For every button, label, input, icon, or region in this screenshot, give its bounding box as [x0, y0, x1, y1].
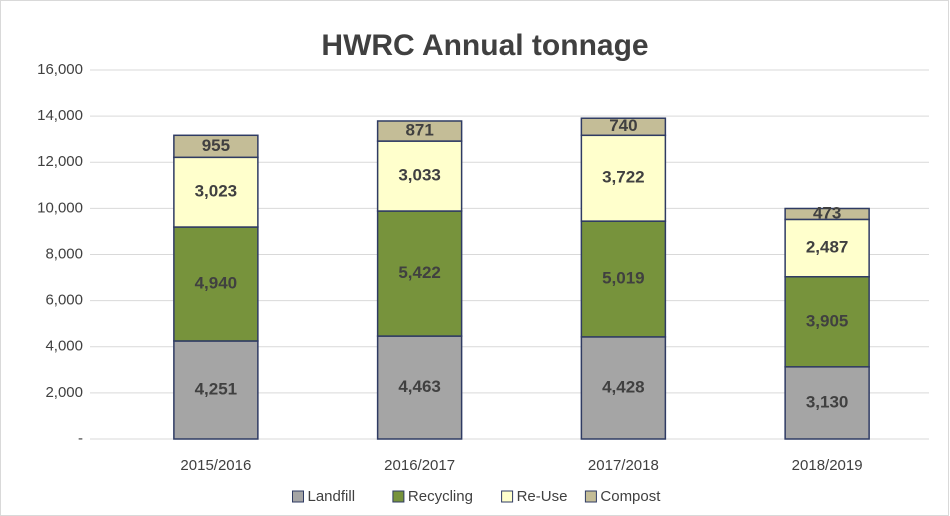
bar-segment	[784, 276, 870, 368]
bar-segment	[376, 120, 463, 142]
bar-segment	[173, 226, 259, 342]
y-tick-label: -	[78, 430, 83, 447]
data-label: 4,428	[602, 377, 645, 396]
legend-label: Landfill	[308, 488, 356, 505]
y-tick-label: 2,000	[45, 384, 83, 401]
bar-segment	[173, 134, 259, 159]
y-tick-label: 8,000	[45, 245, 83, 262]
y-tick-label: 14,000	[37, 107, 83, 124]
y-tick-label: 12,000	[37, 153, 83, 170]
bar-segment	[580, 336, 667, 440]
data-label: 3,722	[602, 168, 645, 187]
bar-segment	[376, 140, 463, 212]
data-label: 871	[405, 121, 433, 140]
data-label: 473	[813, 203, 841, 222]
x-tick-label: 2015/2016	[180, 457, 251, 474]
x-tick-label: 2017/2018	[588, 457, 659, 474]
data-label: 5,019	[602, 268, 645, 287]
data-label: 955	[202, 136, 230, 155]
y-tick-label: 10,000	[37, 199, 83, 216]
chart-title: HWRC Annual tonnage	[321, 29, 648, 62]
bar-segment	[784, 366, 870, 440]
data-label: 3,033	[398, 166, 441, 185]
y-tick-label: 16,000	[37, 61, 83, 78]
data-label: 2,487	[806, 238, 849, 257]
bar-segment	[376, 210, 463, 337]
x-tick-label: 2018/2019	[792, 457, 863, 474]
legend-swatch	[501, 490, 514, 503]
bar-segment	[580, 134, 667, 222]
legend-swatch	[392, 490, 405, 503]
bar-segment	[784, 218, 870, 278]
data-label: 3,023	[195, 182, 238, 201]
bar-segment	[173, 340, 259, 440]
bar-segment	[173, 156, 259, 228]
data-label: 4,251	[195, 379, 238, 398]
x-tick-label: 2016/2017	[384, 457, 455, 474]
bar-segment	[580, 117, 667, 137]
data-label: 4,940	[195, 273, 238, 292]
data-label: 3,130	[806, 392, 849, 411]
y-tick-label: 4,000	[45, 338, 83, 355]
legend-label: Recycling	[408, 488, 473, 505]
y-tick-label: 6,000	[45, 292, 83, 309]
data-label: 4,463	[398, 377, 441, 396]
bar-segment	[580, 220, 667, 338]
legend-swatch	[292, 490, 304, 503]
legend-swatch	[584, 490, 597, 503]
legend-label: Compost	[600, 488, 661, 505]
data-label: 740	[609, 116, 637, 135]
bar-segment	[376, 335, 463, 440]
data-label: 3,905	[806, 311, 849, 330]
legend-label: Re-Use	[517, 488, 568, 505]
data-label: 5,422	[398, 263, 441, 282]
bar-segment	[784, 207, 870, 221]
